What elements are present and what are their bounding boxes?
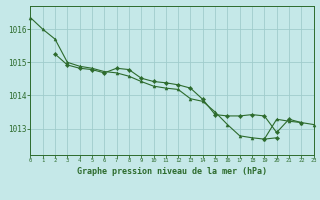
X-axis label: Graphe pression niveau de la mer (hPa): Graphe pression niveau de la mer (hPa) bbox=[77, 167, 267, 176]
